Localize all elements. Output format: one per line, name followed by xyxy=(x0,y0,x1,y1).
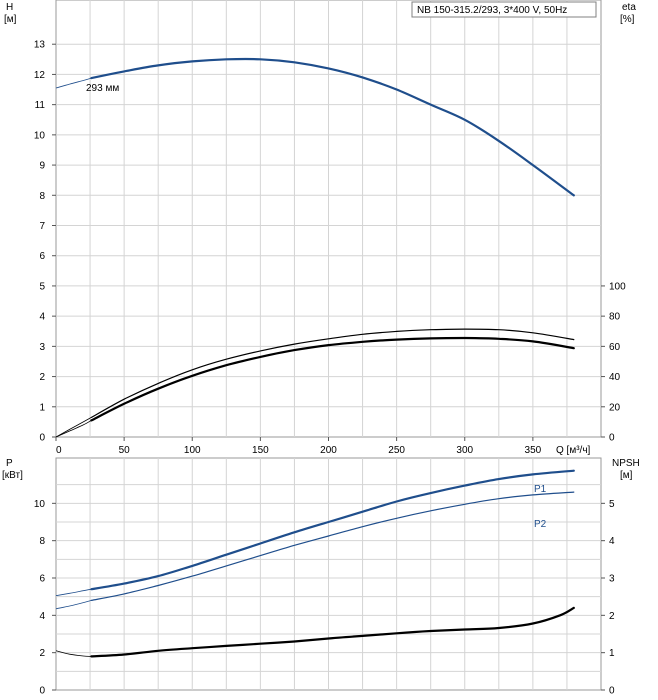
bottom-right-tick-label: 4 xyxy=(609,536,615,547)
right-tick-label: 100 xyxy=(609,281,626,292)
left-tick-label: 0 xyxy=(39,433,45,444)
top-series-0-line xyxy=(90,57,575,197)
impeller-diameter-label: 293 мм xyxy=(86,83,119,94)
top-left-axis-title: H xyxy=(6,2,13,13)
title-box xyxy=(411,1,597,18)
bottom-left-tick-label: 8 xyxy=(39,536,45,547)
curves xyxy=(55,57,575,658)
x-tick-label: 150 xyxy=(252,445,269,456)
chart-title: NB 150-315.2/293, 3*400 V, 50Hz xyxy=(417,5,567,16)
left-tick-label: 3 xyxy=(39,342,45,353)
left-tick-label: 8 xyxy=(39,191,45,202)
x-tick-label: 250 xyxy=(388,445,405,456)
left-tick-label: 10 xyxy=(34,130,46,141)
right-tick-label: 40 xyxy=(609,372,621,383)
top-left-axis-unit: [м] xyxy=(4,14,17,25)
bottom-left-axis-unit: [кВт] xyxy=(2,470,23,481)
left-tick-label: 2 xyxy=(39,372,45,383)
left-tick-label: 1 xyxy=(39,402,45,413)
right-tick-label: 60 xyxy=(609,342,621,353)
bottom-right-tick-label: 3 xyxy=(609,574,615,585)
bottom-left-axis-title: P xyxy=(6,458,13,469)
series-label-p1: P1 xyxy=(534,484,547,495)
bottom-right-tick-label: 5 xyxy=(609,499,615,510)
left-tick-label: 7 xyxy=(39,221,45,232)
bottom-left-tick-label: 6 xyxy=(39,574,45,585)
bottom-left-tick-label: 10 xyxy=(34,499,46,510)
top-series-2-extension xyxy=(55,420,92,438)
x-tick-label: 100 xyxy=(184,445,201,456)
right-tick-label: 20 xyxy=(609,402,621,413)
top-right-axis-unit: [%] xyxy=(620,14,635,25)
left-tick-label: 4 xyxy=(39,312,45,323)
top-series-2-line xyxy=(90,336,575,422)
x-tick-label: 350 xyxy=(525,445,542,456)
bottom-series-0-extension xyxy=(55,588,92,597)
left-tick-label: 6 xyxy=(39,251,45,262)
bottom-left-tick-label: 2 xyxy=(39,648,45,659)
x-tick-label: 0 xyxy=(56,445,62,456)
bottom-left-tick-label: 0 xyxy=(39,686,45,697)
bottom-series-2-line xyxy=(90,606,575,658)
top-series-1-line xyxy=(90,328,575,418)
bottom-right-tick-label: 2 xyxy=(609,611,615,622)
left-tick-label: 12 xyxy=(34,70,46,81)
series-label-p2: P2 xyxy=(534,519,547,530)
x-axis-label: Q [м³/ч] xyxy=(556,445,591,456)
bottom-right-tick-label: 0 xyxy=(609,686,615,697)
left-tick-label: 5 xyxy=(39,281,45,292)
top-series-0-extension xyxy=(55,77,92,89)
left-tick-label: 11 xyxy=(35,100,46,111)
bottom-series-0-line xyxy=(90,469,575,591)
left-tick-label: 13 xyxy=(34,40,46,51)
top-right-axis-title: eta xyxy=(622,2,636,13)
bottom-series-1-extension xyxy=(55,600,92,610)
x-tick-label: 50 xyxy=(119,445,131,456)
x-tick-label: 200 xyxy=(320,445,337,456)
top-series-1-extension xyxy=(55,417,92,438)
bottom-series-2-extension xyxy=(55,650,92,657)
bottom-right-axis-unit: [м] xyxy=(620,470,633,481)
right-tick-label: 0 xyxy=(609,433,615,444)
x-tick-label: 300 xyxy=(456,445,473,456)
right-tick-label: 80 xyxy=(609,312,621,323)
bottom-left-tick-label: 4 xyxy=(39,611,45,622)
bottom-right-axis-title: NPSH xyxy=(612,458,640,469)
left-tick-label: 9 xyxy=(39,161,45,172)
top-panel-grid xyxy=(55,0,602,438)
bottom-right-tick-label: 1 xyxy=(609,648,615,659)
bottom-series-1-line xyxy=(90,491,575,601)
bottom-panel-grid xyxy=(55,457,602,691)
